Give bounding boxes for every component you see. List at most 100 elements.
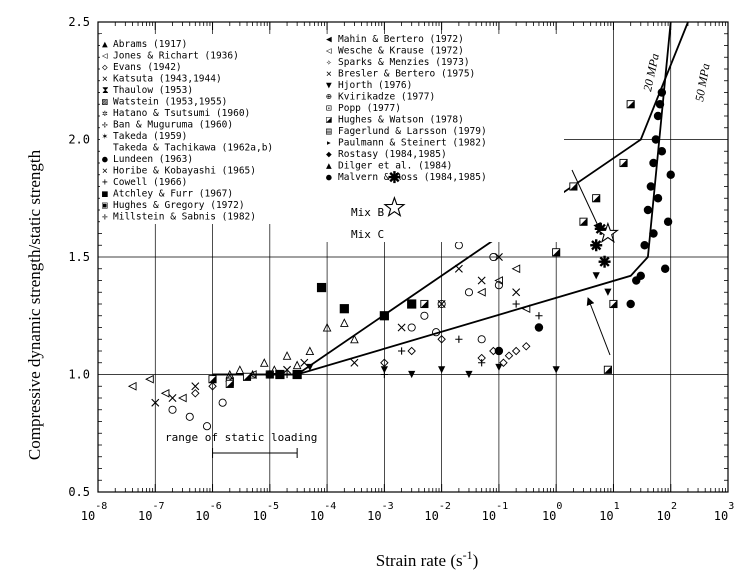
x-tick-labels: 10-810-710-610-510-410-310-210-110010110… [81,501,734,523]
legend-marker: ▲ [326,161,332,172]
data-point [477,287,486,297]
data-point [398,347,406,355]
legend-label: Hughes & Watson (1978) [338,115,464,126]
data-point [534,323,544,332]
data-point [454,264,463,273]
y-tick-labels: 0.5 1.0 1.5 2.0 2.5 [68,15,90,499]
legend-label: Popp (1977) [338,103,401,114]
data-point [242,372,252,381]
data-point [477,335,486,344]
legend-marker: + [102,177,108,188]
x-tick-label: 10-4 [310,501,337,523]
legend-label: Paulmann & Steinert (1982) [338,138,487,149]
data-point [420,311,429,320]
legend-marker: ◁ [326,46,332,57]
legend-label: Lundeen (1963) [113,154,193,165]
data-point [407,323,416,332]
data-point [604,288,612,296]
data-point [477,276,486,285]
legend-label: Hatano & Tsutsumi (1960) [113,108,250,119]
x-tick-exponent: 2 [671,501,677,512]
data-point [305,346,315,356]
legend-label: Kvirikadze (1977) [338,92,435,103]
legend-label: Abrams (1917) [113,39,187,50]
data-point [235,365,245,374]
data-point [437,335,446,344]
curve-label-20: 20 MPa [640,52,662,92]
data-point [636,271,645,280]
legend-marker: ▨ [102,97,108,108]
x-axis-title: Strain rate (s-1) [376,548,479,570]
legend-right-background [324,34,564,242]
legend-marker: ◀ [326,34,332,45]
data-point-fill [579,218,588,226]
data-point [640,241,649,250]
data-point-fill [619,159,628,167]
data-point [407,299,417,309]
data-point [270,365,279,374]
data-point [511,346,521,356]
x-tick-label: 102 [656,501,676,523]
y-tick-label: 0.5 [68,485,90,499]
x-tick-label: 10-2 [424,501,451,523]
legend-marker: ◪ [326,115,332,126]
data-point [489,252,498,262]
data-point [322,322,332,332]
data-point [292,369,302,380]
data-point [151,398,160,407]
data-point [626,100,635,109]
data-point [145,374,154,384]
y-tick-label: 1.5 [68,250,90,264]
x-tick-exponent: -3 [382,501,394,512]
data-point [494,276,503,285]
x-tick-label: 100 [542,501,562,523]
legend-label: Watstein (1953,1955) [113,97,227,108]
data-point [168,405,177,414]
data-point [283,370,291,379]
data-point [177,393,187,403]
legend-marker: ✢ [102,120,108,131]
data-point [191,389,200,398]
y-tick-label: 2.5 [68,15,90,29]
data-point [340,318,349,327]
data-point [653,111,663,121]
legend-label: Horibe & Kobayashi (1965) [113,166,256,177]
legend-marker: ▼ [326,80,332,91]
x-axis-title-sup: -1 [463,548,473,562]
legend-label: Katsuta (1943,1944) [113,74,222,85]
data-point [383,196,406,218]
data-point [160,388,170,398]
x-axis-title-text: Strain rate (s [376,551,463,570]
x-tick-exponent: -6 [210,501,222,512]
data-point-fill [420,300,428,308]
x-tick-exponent: -5 [267,501,279,512]
data-point [218,398,227,407]
data-point [649,158,658,168]
data-point [552,366,560,374]
data-point [185,412,194,421]
data-point [225,379,234,388]
arrow-upper [571,169,601,231]
data-point [300,358,309,367]
data-point [350,358,359,367]
legend-marker: ◁ [102,51,108,62]
legend-label: Jones & Richart (1936) [113,51,239,62]
data-point [283,365,292,374]
data-point [592,194,601,203]
data-point [247,370,257,379]
legend-marker: ⊕ [326,92,332,103]
legend-marker: ◇ [102,62,108,73]
data-point [454,241,463,250]
data-point-fill [569,182,578,191]
legend-marker: ✧ [326,57,332,68]
legend-label: Hjorth (1976) [338,80,412,91]
data-point [339,304,349,314]
legend-label: Takeda & Tachikawa (1962a,b) [113,143,273,154]
data-point [478,359,486,367]
legend-label: Takeda (1959) [113,131,187,142]
data-point [465,370,473,379]
data-point [127,381,137,391]
x-tick-label: 10-7 [138,501,165,523]
legend-label: Fagerlund & Larsson (1979) [338,126,487,137]
legend-label: Mix B [351,206,384,219]
